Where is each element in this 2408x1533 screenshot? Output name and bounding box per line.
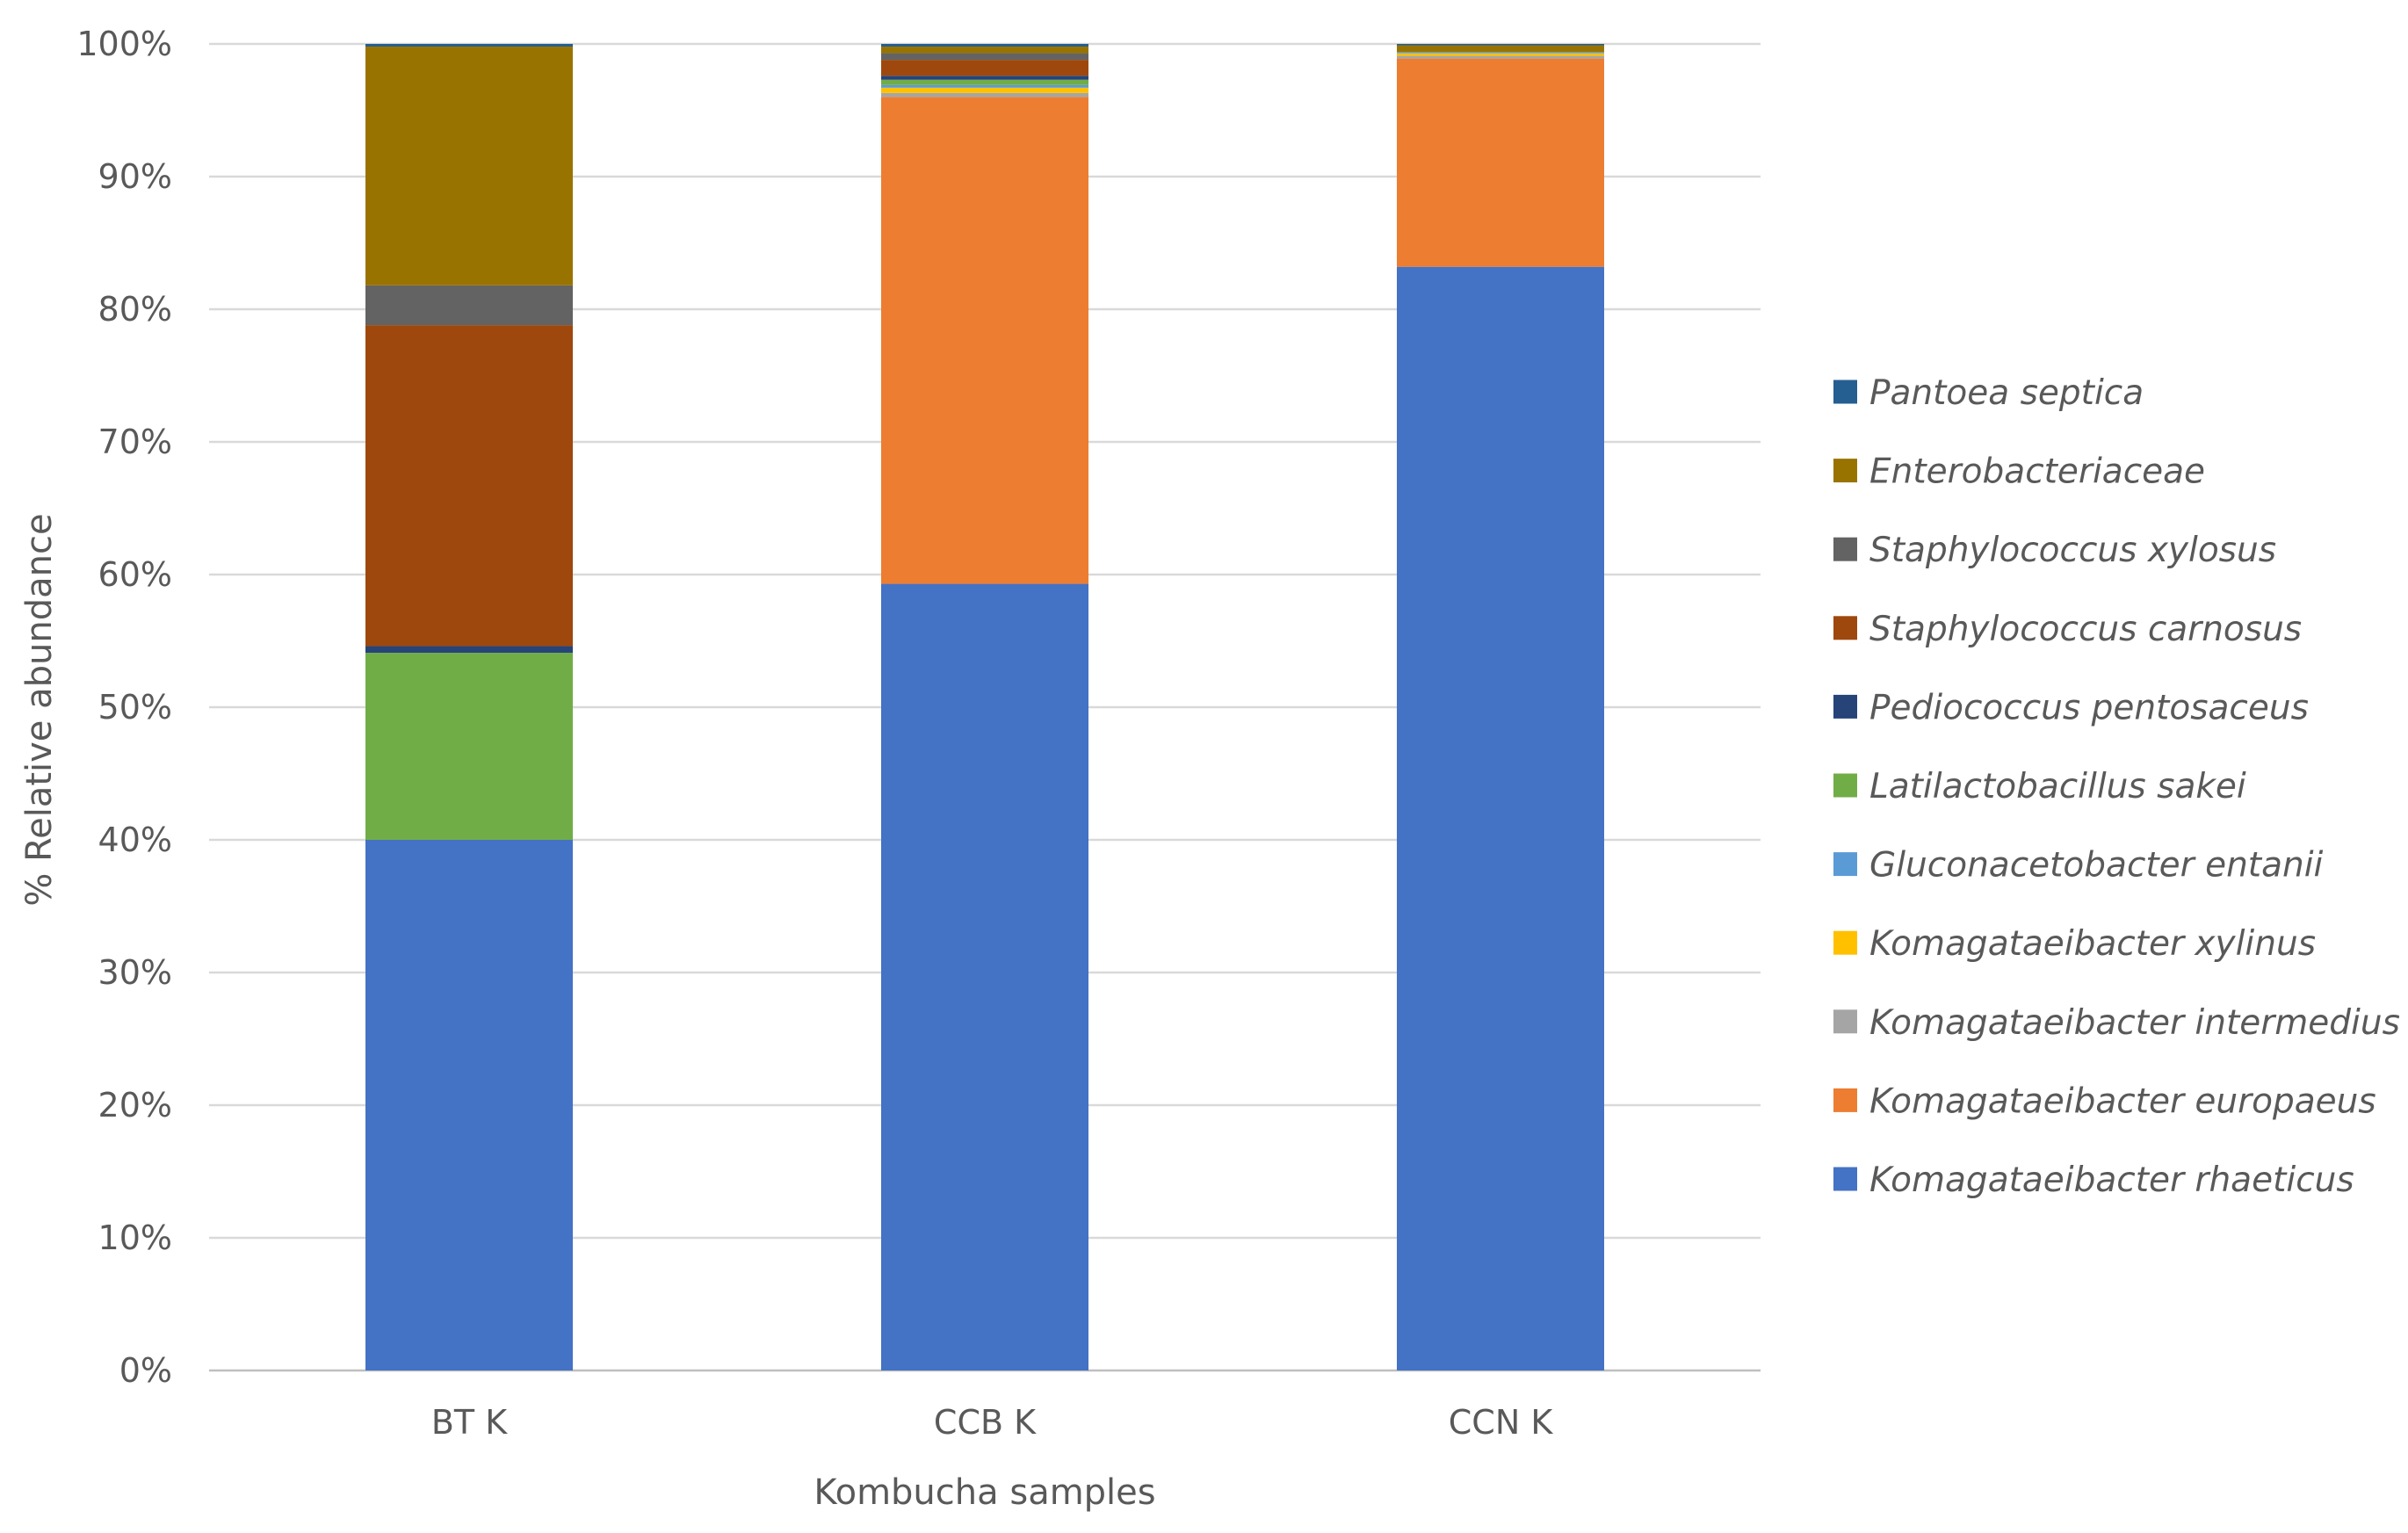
bar-ccb-k-staphylococcus-carnosus	[881, 60, 1088, 76]
bar-ccb-k-enterobacteriaceae	[881, 47, 1088, 54]
legend-swatch-komagataeibacter-rhaeticus	[1833, 1167, 1857, 1191]
x-tick-label-ccn-k: CCN K	[1449, 1403, 1554, 1442]
x-axis-title: Kombucha samples	[814, 1472, 1155, 1513]
legend-swatch-komagataeibacter-xylinus	[1833, 930, 1857, 955]
bar-ccn-k-komagataeibacter-rhaeticus	[1397, 266, 1604, 1371]
bar-ccb-k-latilactobacillus-sakei	[881, 79, 1088, 85]
legend-label-latilactobacillus-sakei: Latilactobacillus sakei	[1869, 767, 2246, 806]
legend-label-pediococcus-pentosaceus: Pediococcus pentosaceus	[1869, 688, 2309, 727]
y-tick-label-100: 100%	[76, 25, 172, 63]
axis-layer: 0% 10% 20% 30% 40% 50% 60% 70% 80% 90% 100% BT K CCB…	[76, 25, 1553, 1442]
bar-bt-k-pediococcus-pentosaceus	[365, 646, 573, 654]
bar-ccn-k-pantoea-septica	[1397, 44, 1604, 46]
y-tick-label-60: 60%	[98, 555, 172, 594]
bar-ccb-k-komagataeibacter-rhaeticus	[881, 583, 1088, 1370]
legend-swatch-staphylococcus-xylosus	[1833, 537, 1857, 561]
bar-bt-k-enterobacteriaceae	[365, 47, 573, 286]
bar-bt-k-staphylococcus-xylosus	[365, 285, 573, 326]
legend-swatch-enterobacteriaceae	[1833, 459, 1857, 483]
bar-ccb-k-pediococcus-pentosaceus	[881, 76, 1088, 80]
y-tick-label-80: 80%	[98, 290, 172, 329]
bar-ccn-k-komagataeibacter-intermedius	[1397, 55, 1604, 59]
bar-bt-k-latilactobacillus-sakei	[365, 653, 573, 840]
legend-label-komagataeibacter-intermedius: Komagataeibacter intermedius	[1869, 1003, 2400, 1043]
y-tick-label-20: 20%	[98, 1086, 172, 1124]
bar-ccb-k-komagataeibacter-europaeus	[881, 97, 1088, 584]
legend-label-gluconacetobacter-entanii: Gluconacetobacter entanii	[1869, 846, 2324, 886]
legend-label-pantoea-septica: Pantoea septica	[1869, 373, 2144, 413]
legend-swatch-pediococcus-pentosaceus	[1833, 694, 1857, 719]
legend-swatch-komagataeibacter-europaeus	[1833, 1088, 1857, 1112]
legend-label-komagataeibacter-rhaeticus: Komagataeibacter rhaeticus	[1869, 1161, 2354, 1200]
legend: Pantoea septica Enterobacteriaceae Staphyl…	[1833, 373, 2400, 1200]
y-tick-label-90: 90%	[98, 157, 172, 196]
bar-bt-k-pantoea-septica	[365, 44, 573, 47]
bar-ccn-k-komagataeibacter-xylinus	[1397, 53, 1604, 56]
bar-ccn-k-gluconacetobacter-entanii	[1397, 52, 1604, 54]
legend-label-staphylococcus-carnosus: Staphylococcus carnosus	[1869, 610, 2302, 649]
legend-swatch-gluconacetobacter-entanii	[1833, 852, 1857, 877]
y-axis-title: % Relative abundance	[19, 513, 60, 906]
y-tick-label-70: 70%	[98, 423, 172, 461]
legend-label-komagataeibacter-xylinus: Komagataeibacter xylinus	[1869, 924, 2316, 964]
legend-swatch-latilactobacillus-sakei	[1833, 773, 1857, 798]
legend-swatch-pantoea-septica	[1833, 380, 1857, 404]
bar-bt-k-komagataeibacter-rhaeticus	[365, 840, 573, 1370]
bar-ccb-k-gluconacetobacter-entanii	[881, 84, 1088, 88]
bar-ccb-k-komagataeibacter-xylinus	[881, 87, 1088, 93]
bar-ccb-k-staphylococcus-xylosus	[881, 53, 1088, 61]
bar-ccb-k-komagataeibacter-intermedius	[881, 92, 1088, 98]
bars-layer	[365, 44, 1604, 1371]
legend-label-komagataeibacter-europaeus: Komagataeibacter europaeus	[1869, 1081, 2376, 1121]
y-tick-label-0: 0%	[119, 1351, 172, 1390]
y-tick-label-10: 10%	[98, 1218, 172, 1257]
bar-ccn-k-komagataeibacter-europaeus	[1397, 58, 1604, 267]
legend-label-staphylococcus-xylosus: Staphylococcus xylosus	[1869, 531, 2276, 570]
y-tick-label-40: 40%	[98, 821, 172, 859]
x-tick-label-bt-k: BT K	[431, 1403, 508, 1442]
legend-label-enterobacteriaceae: Enterobacteriaceae	[1869, 452, 2205, 492]
bar-ccb-k-pantoea-septica	[881, 44, 1088, 47]
y-tick-label-30: 30%	[98, 953, 172, 992]
legend-swatch-staphylococcus-carnosus	[1833, 616, 1857, 640]
bar-ccn-k-enterobacteriaceae	[1397, 45, 1604, 53]
bar-bt-k-staphylococcus-carnosus	[365, 325, 573, 647]
x-tick-label-ccb-k: CCB K	[934, 1403, 1037, 1442]
legend-swatch-komagataeibacter-intermedius	[1833, 1009, 1857, 1034]
y-tick-label-50: 50%	[98, 688, 172, 727]
